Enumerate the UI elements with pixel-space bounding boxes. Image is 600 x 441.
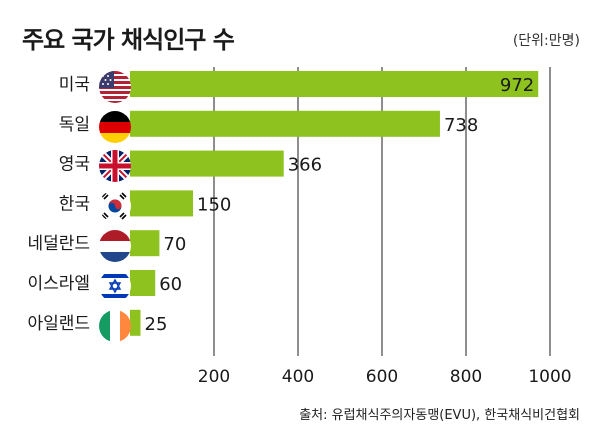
x-tick-label: 600 (366, 367, 398, 387)
x-tick-label: 1000 (528, 367, 571, 387)
category-label: 이스라엘 (27, 274, 90, 294)
category-label: 미국 (59, 75, 90, 95)
bar (130, 110, 440, 137)
category-label: 한국 (59, 194, 90, 214)
bar (130, 190, 193, 217)
germany-flag-icon (99, 111, 131, 143)
bar (130, 150, 284, 177)
value-label: 70 (163, 234, 186, 255)
uk-flag-icon (99, 150, 131, 182)
ireland-flag-icon (99, 310, 131, 342)
value-label: 366 (288, 155, 322, 176)
israel-flag-icon (99, 270, 131, 302)
category-label: 독일 (59, 115, 90, 135)
value-label: 60 (159, 274, 182, 295)
category-label: 네덜란드 (27, 234, 90, 254)
source-note: 출처: 유럽채식주의자동맹(EVU), 한국채식비건협회 (299, 408, 580, 423)
bar (130, 71, 539, 97)
korea-flag-icon (99, 190, 131, 222)
category-label: 영국 (59, 155, 90, 175)
us-flag-icon (99, 71, 131, 103)
x-tick-label: 400 (282, 367, 314, 387)
bar (130, 230, 160, 257)
value-label: 972 (500, 75, 534, 96)
x-tick-label: 800 (450, 367, 482, 387)
bar (130, 309, 141, 336)
unit-label: (단위:만명) (512, 33, 580, 49)
value-label: 150 (197, 194, 231, 215)
netherlands-flag-icon (99, 230, 131, 262)
bar (130, 270, 156, 296)
value-label: 738 (444, 115, 478, 136)
chart-title: 주요 국가 채식인구 수 (22, 26, 235, 54)
x-tick-label: 200 (198, 367, 230, 387)
value-label: 25 (145, 314, 168, 335)
category-label: 아일랜드 (27, 314, 90, 334)
